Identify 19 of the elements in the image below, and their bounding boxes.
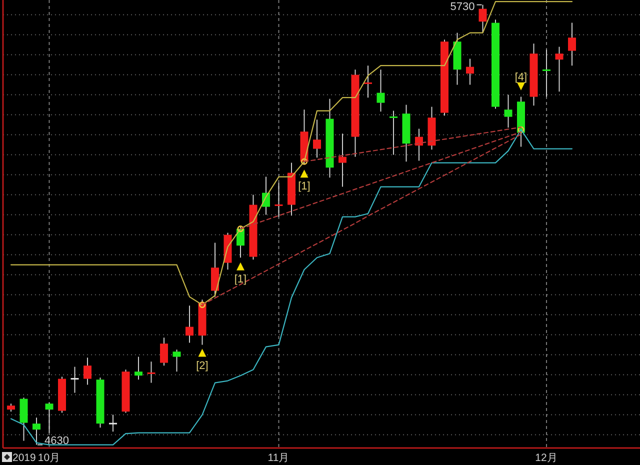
- annotation: 4630: [37, 434, 69, 447]
- annotation: [1]: [298, 180, 310, 193]
- point: [518, 126, 524, 133]
- x-tick-label: 12月: [535, 452, 558, 464]
- annotation: 5730: [450, 0, 482, 13]
- annotation: 4630: [44, 434, 69, 447]
- point: [198, 302, 206, 308]
- annotation: [4]: [514, 71, 528, 84]
- annotation: [1]: [234, 273, 247, 286]
- annotation: 2019: [12, 452, 36, 464]
- point: [300, 170, 308, 178]
- x-tick-label: 11月: [268, 452, 290, 464]
- annotation: 5730: [450, 0, 475, 13]
- point: [236, 262, 244, 270]
- x-tick-label: 10月: [38, 452, 61, 464]
- point: [237, 226, 244, 232]
- point: [300, 158, 308, 165]
- point: [198, 348, 206, 357]
- annotation: [2]: [196, 360, 208, 372]
